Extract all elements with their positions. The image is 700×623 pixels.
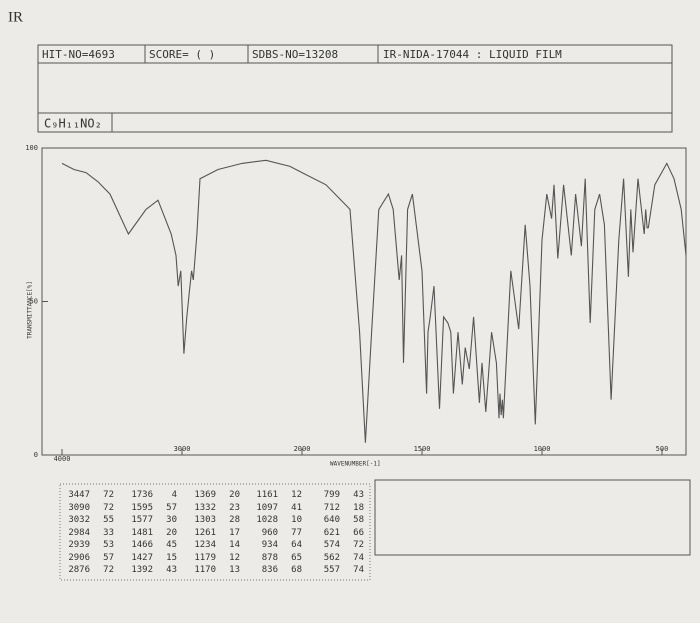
comment-box <box>374 479 691 556</box>
peak-wavenumber: 2939 <box>68 540 90 550</box>
peak-wavenumber: 562 <box>323 552 340 563</box>
x-tick-label: 4000 <box>54 455 71 463</box>
peak-wavenumber: 836 <box>261 565 278 575</box>
y-axis-label: TRANSMITTANCE[%] <box>27 281 34 339</box>
peak-wavenumber: 574 <box>323 540 340 550</box>
y-tick-label: 0 <box>34 451 38 459</box>
header-frame <box>37 44 673 133</box>
peak-transmittance: 74 <box>353 565 364 575</box>
formula: C₉H₁₁NO₂ <box>44 117 102 131</box>
peak-transmittance: 72 <box>103 502 114 513</box>
peak-transmittance: 23 <box>229 502 240 513</box>
peak-transmittance: 10 <box>291 515 302 525</box>
peak-transmittance: 14 <box>229 540 240 550</box>
y-tick-label: 50 <box>30 298 38 306</box>
peak-transmittance: 12 <box>291 490 302 500</box>
page-title: IR <box>8 9 23 25</box>
sample: IR-NIDA-17044 : LIQUID FILM <box>383 48 562 61</box>
peak-transmittance: 58 <box>353 515 364 525</box>
peak-wavenumber: 2876 <box>68 565 90 575</box>
peak-wavenumber: 1481 <box>131 527 153 538</box>
peak-transmittance: 72 <box>353 540 364 550</box>
peak-transmittance: 28 <box>229 515 240 525</box>
peak-wavenumber: 2906 <box>68 552 90 563</box>
peak-transmittance: 20 <box>166 527 177 538</box>
peak-wavenumber: 3090 <box>68 502 90 513</box>
peak-transmittance: 20 <box>229 490 240 500</box>
table-frame <box>59 483 371 581</box>
peak-transmittance: 18 <box>353 502 364 513</box>
peak-wavenumber: 640 <box>323 515 340 525</box>
peak-transmittance: 72 <box>103 490 114 500</box>
peak-wavenumber: 799 <box>323 490 340 500</box>
peak-transmittance: 74 <box>353 552 364 563</box>
peak-transmittance: 68 <box>291 565 302 575</box>
peak-wavenumber: 1736 <box>131 490 153 500</box>
hit-no: HIT-NO=4693 <box>42 48 115 61</box>
peak-wavenumber: 1369 <box>194 490 216 500</box>
peak-wavenumber: 1170 <box>194 565 216 575</box>
x-tick-label: 1500 <box>414 445 431 453</box>
x-tick-label: 500 <box>656 445 669 453</box>
peak-transmittance: 64 <box>291 540 302 550</box>
peak-wavenumber: 1392 <box>131 565 153 575</box>
peak-transmittance: 77 <box>291 527 302 538</box>
peak-transmittance: 43 <box>353 490 364 500</box>
x-tick-label: 3000 <box>174 445 191 453</box>
peak-wavenumber: 1303 <box>194 515 216 525</box>
peak-transmittance: 72 <box>103 565 114 575</box>
peak-wavenumber: 1427 <box>131 552 153 563</box>
peak-transmittance: 65 <box>291 552 302 563</box>
x-axis-label: WAVENUMBER[-1] <box>330 461 381 468</box>
peak-transmittance: 57 <box>103 552 114 563</box>
peak-transmittance: 33 <box>103 527 114 538</box>
peak-transmittance: 17 <box>229 527 240 538</box>
peak-transmittance: 12 <box>229 552 240 563</box>
peak-transmittance: 43 <box>166 565 177 575</box>
peak-transmittance: 15 <box>166 552 177 563</box>
peak-wavenumber: 1028 <box>256 515 278 525</box>
sdbs-no: SDBS-NO=13208 <box>252 48 338 61</box>
x-tick-label: 2000 <box>294 445 311 453</box>
peak-wavenumber: 1332 <box>194 502 216 513</box>
peak-wavenumber: 878 <box>261 552 278 563</box>
score: SCORE= ( ) <box>149 48 215 61</box>
peak-transmittance: 57 <box>166 502 177 513</box>
peak-wavenumber: 1179 <box>194 552 216 563</box>
peak-wavenumber: 1595 <box>131 502 153 513</box>
y-tick-label: 100 <box>25 144 38 152</box>
peak-transmittance: 66 <box>353 527 364 538</box>
peak-wavenumber: 1577 <box>131 515 153 525</box>
peak-wavenumber: 621 <box>323 527 340 538</box>
peak-transmittance: 53 <box>103 540 114 550</box>
peak-transmittance: 4 <box>171 490 177 500</box>
spectrum-line <box>61 159 687 443</box>
peak-wavenumber: 1466 <box>131 540 153 550</box>
x-tick-label: 1000 <box>534 445 551 453</box>
peak-wavenumber: 1261 <box>194 527 216 538</box>
peak-wavenumber: 557 <box>323 565 340 575</box>
peak-transmittance: 45 <box>166 540 177 550</box>
peak-transmittance: 41 <box>291 502 302 513</box>
peak-wavenumber: 712 <box>323 502 340 513</box>
peak-transmittance: 30 <box>166 515 177 525</box>
peak-wavenumber: 3447 <box>68 490 90 500</box>
peak-transmittance: 55 <box>103 515 114 525</box>
peak-wavenumber: 1097 <box>256 502 278 513</box>
peak-wavenumber: 3032 <box>68 515 90 525</box>
peak-wavenumber: 1161 <box>256 490 278 500</box>
peak-wavenumber: 1234 <box>194 540 216 550</box>
peak-wavenumber: 2984 <box>68 527 90 538</box>
peak-wavenumber: 960 <box>261 527 278 538</box>
peak-wavenumber: 934 <box>261 540 278 550</box>
peak-transmittance: 13 <box>229 565 240 575</box>
